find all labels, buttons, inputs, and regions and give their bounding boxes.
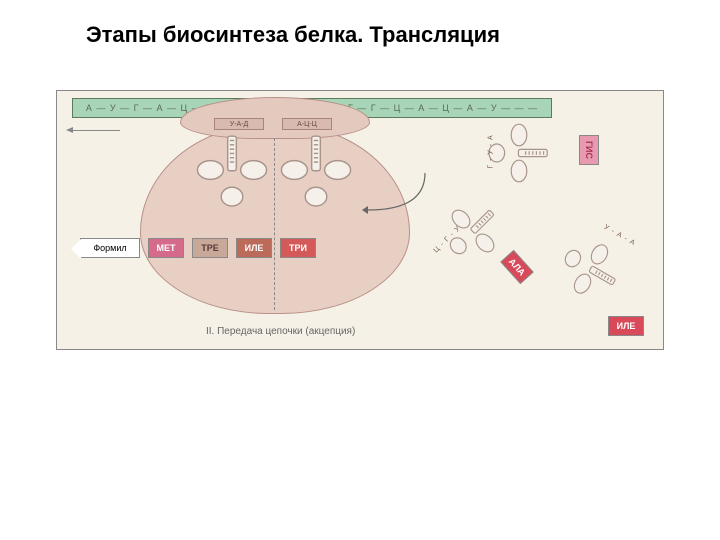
mrna-direction-arrow [66,127,73,133]
anticodon-label: Г - У - А [488,134,495,168]
mrna-direction-line [72,130,120,131]
codon-box: У-А-Д [214,118,264,130]
trna-bound [280,130,352,210]
ribosome-divider [274,138,275,310]
amino-acid-box: ТРИ [280,238,316,258]
amino-acid-box: ИЛЕ [608,316,644,336]
amino-acid-box: ГИС [579,135,599,165]
diagram-caption: II. Передача цепочки (акцепция) [206,326,355,337]
amino-acid-box: ИЛЕ [236,238,272,258]
ribosome-large-subunit [140,124,410,314]
trna-bound [196,130,268,210]
trna-free [486,110,552,196]
formyl-label: Формил [80,238,140,258]
amino-acid-box: МЕТ [148,238,184,258]
curved-arrow [360,168,430,218]
amino-acid-box: ТРЕ [192,238,228,258]
page-title: Этапы биосинтеза белка. Трансляция [86,22,500,48]
codon-box: А-Ц-Ц [282,118,332,130]
